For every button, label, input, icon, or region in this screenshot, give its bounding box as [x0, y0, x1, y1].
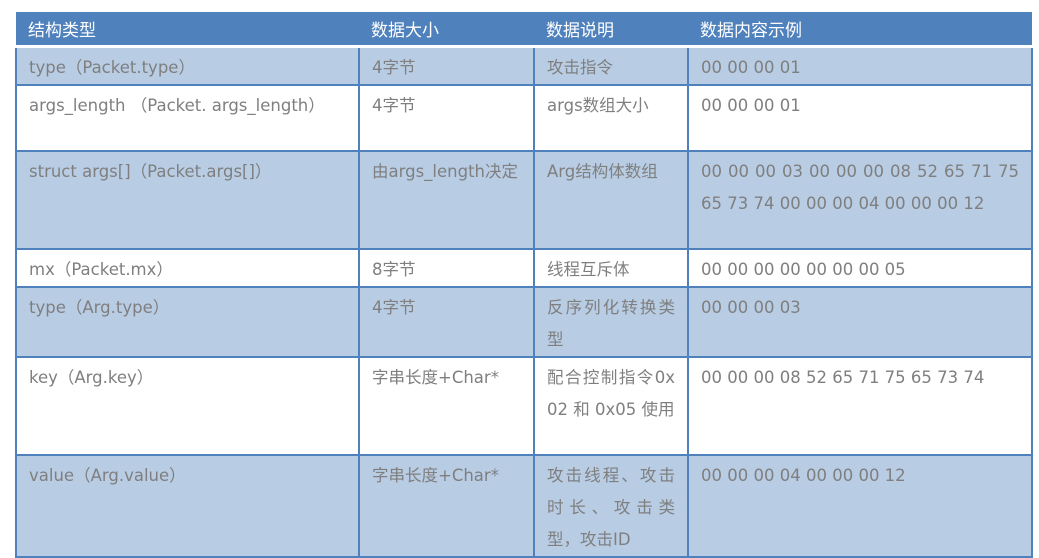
cell-desc: args数组大小: [533, 84, 689, 152]
cell-size: 4字节: [358, 84, 535, 152]
table-row: struct args[]（Packet.args[]） 由args_length…: [15, 150, 1033, 250]
cell-desc: 攻击指令: [533, 45, 689, 86]
cell-example: 00 00 00 08 52 65 71 75 65 73 74: [687, 356, 1033, 456]
cell-desc: 反序列化转换类型: [533, 286, 689, 358]
table-row: key（Arg.key） 字串长度+Char* 配合控制指令0x02 和 0x05 …: [15, 356, 1033, 456]
cell-example: 00 00 00 03: [687, 286, 1033, 358]
cell-size: 字串长度+Char*: [358, 454, 535, 558]
table-row: type（Arg.type） 4字节 反序列化转换类型 00 00 00 03: [15, 286, 1033, 358]
cell-type: struct args[]（Packet.args[]）: [15, 150, 360, 250]
cell-example: 00 00 00 00 00 00 00 05: [687, 248, 1033, 288]
cell-size: 8字节: [358, 248, 535, 288]
header-data-size: 数据大小: [359, 12, 534, 48]
header-data-description: 数据说明: [534, 12, 688, 48]
cell-desc: Arg结构体数组: [533, 150, 689, 250]
cell-type: value（Arg.value）: [15, 454, 360, 558]
packet-structure-table: 结构类型 数据大小 数据说明 数据内容示例 type（Packet.type） 4…: [15, 12, 1033, 558]
header-row: 结构类型 数据大小 数据说明 数据内容示例: [16, 12, 1032, 48]
cell-example: 00 00 00 03 00 00 00 08 52 65 71 75 65 7…: [687, 150, 1033, 250]
table-row: mx（Packet.mx） 8字节 线程互斥体 00 00 00 00 00 00 0…: [15, 248, 1033, 288]
table-row: value（Arg.value） 字串长度+Char* 攻击线程、攻击时长、攻击类型…: [15, 454, 1033, 558]
cell-size: 4字节: [358, 286, 535, 358]
cell-type: mx（Packet.mx）: [15, 248, 360, 288]
cell-type: key（Arg.key）: [15, 356, 360, 456]
cell-example: 00 00 00 04 00 00 00 12: [687, 454, 1033, 558]
cell-type: args_length （Packet. args_length）: [15, 84, 360, 152]
cell-size: 由args_length决定: [358, 150, 535, 250]
cell-size: 4字节: [358, 45, 535, 86]
cell-desc: 攻击线程、攻击时长、攻击类型，攻击ID: [533, 454, 689, 558]
header-data-example: 数据内容示例: [688, 12, 1032, 48]
cell-example: 00 00 00 01: [687, 45, 1033, 86]
cell-desc: 配合控制指令0x02 和 0x05 使用: [533, 356, 689, 456]
cell-desc: 线程互斥体: [533, 248, 689, 288]
cell-type: type（Packet.type）: [15, 45, 360, 86]
table-row: type（Packet.type） 4字节 攻击指令 00 00 00 01: [15, 45, 1033, 86]
cell-size: 字串长度+Char*: [358, 356, 535, 456]
table-row: args_length （Packet. args_length） 4字节 args…: [15, 84, 1033, 152]
header-structure-type: 结构类型: [16, 12, 359, 48]
cell-type: type（Arg.type）: [15, 286, 360, 358]
cell-example: 00 00 00 01: [687, 84, 1033, 152]
